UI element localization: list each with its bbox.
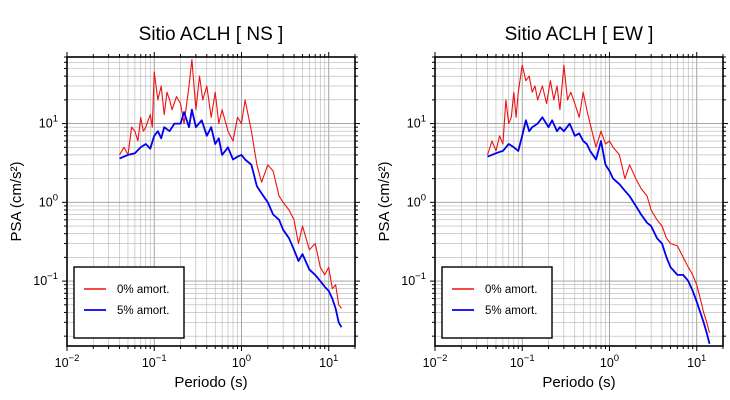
- y-tick-label: 101: [39, 114, 58, 131]
- chart-panel-ew: Sitio ACLH [ EW ] 10−2 10−1 100 101 10−1 100 10…: [376, 24, 728, 391]
- chart-title: Sitio ACLH [ EW ]: [505, 24, 654, 45]
- series-line-amort-5: [487, 116, 711, 345]
- legend-box: [73, 266, 185, 339]
- y-tick-label: 101: [407, 114, 426, 131]
- legend-label: 0% amort.: [485, 284, 537, 296]
- series-line-amort-0: [119, 58, 342, 309]
- legend-label: 5% amort.: [485, 305, 537, 317]
- legend-label: 0% amort.: [117, 284, 169, 296]
- grid: [67, 57, 355, 346]
- x-tick-label: 10−2: [423, 353, 448, 370]
- legend: 0% amort. 5% amort.: [73, 266, 185, 339]
- y-axis-label: PSA (cm/s²): [376, 161, 393, 241]
- chart-title: Sitio ACLH [ NS ]: [139, 24, 284, 45]
- legend: 0% amort. 5% amort.: [441, 266, 553, 339]
- series-line-amort-5: [119, 108, 343, 328]
- y-tick-label: 100: [407, 192, 426, 209]
- plot-frame: [66, 56, 356, 347]
- y-tick-label: 10−1: [401, 271, 426, 288]
- y-tick-label: 100: [39, 192, 58, 209]
- x-tick-label: 10−2: [55, 353, 80, 370]
- x-tick-label: 100: [600, 353, 619, 370]
- x-tick-label: 100: [232, 353, 251, 370]
- x-axis-label: Periodo (s): [542, 374, 615, 391]
- series-line-amort-0: [486, 64, 711, 334]
- plot-frame: [434, 56, 724, 347]
- legend-box: [441, 266, 553, 339]
- legend-label: 5% amort.: [117, 305, 169, 317]
- x-tick-label: 10−1: [142, 353, 167, 370]
- x-tick-label: 101: [687, 353, 706, 370]
- x-tick-label: 10−1: [510, 353, 535, 370]
- y-tick-label: 10−1: [33, 271, 58, 288]
- chart-panel-ns: Sitio ACLH [ NS ] 10−2 10−1 100 101 10−1 100 10…: [8, 24, 360, 391]
- x-axis-label: Periodo (s): [174, 374, 247, 391]
- x-tick-label: 101: [319, 353, 338, 370]
- y-axis-label: PSA (cm/s²): [8, 161, 25, 241]
